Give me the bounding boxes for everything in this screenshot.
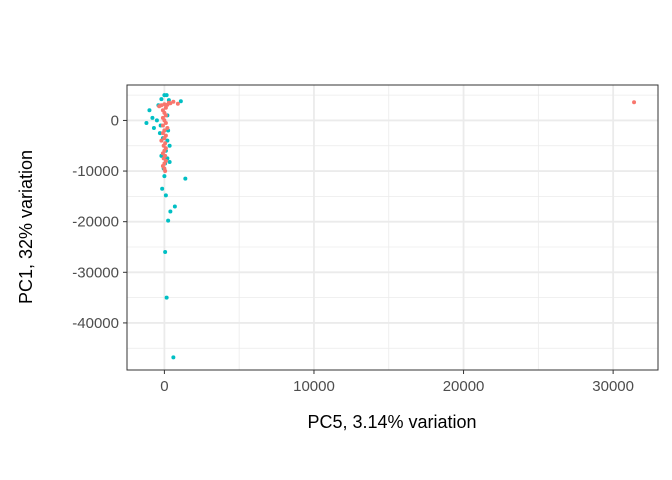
data-point-series-2 bbox=[160, 131, 165, 136]
data-point-series-2 bbox=[171, 99, 176, 104]
data-point-series-1 bbox=[162, 174, 167, 179]
tick-labels: 0 10000 20000 30000 0 -10000 -20000 -30000 -4000… bbox=[72, 112, 634, 395]
x-tick-label: 10000 bbox=[293, 378, 335, 395]
data-point-series-2 bbox=[160, 123, 165, 128]
data-point-series-1 bbox=[167, 159, 172, 164]
plot-panel-border bbox=[126, 84, 659, 371]
data-point-series-1 bbox=[157, 131, 162, 136]
data-point-series-1 bbox=[150, 115, 155, 120]
y-axis-title: PC1, 32% variation bbox=[16, 150, 36, 304]
data-point-series-1 bbox=[160, 186, 165, 191]
grid-lines bbox=[127, 85, 658, 370]
data-point-series-1 bbox=[159, 97, 164, 102]
data-point-series-2 bbox=[168, 101, 173, 106]
data-point-series-2 bbox=[163, 120, 168, 125]
data-point-series-2 bbox=[163, 113, 168, 118]
data-point-series-2 bbox=[163, 169, 168, 174]
y-tick-label: -30000 bbox=[72, 264, 119, 281]
data-point-series-2 bbox=[163, 105, 168, 110]
data-point-series-2 bbox=[175, 101, 180, 106]
data-point-series-1 bbox=[164, 295, 169, 300]
data-point-series-1 bbox=[166, 218, 171, 223]
data-point-series-1 bbox=[167, 143, 172, 148]
data-point-series-1 bbox=[172, 204, 177, 209]
y-tick-label: 0 bbox=[111, 112, 119, 129]
x-tick-label: 0 bbox=[160, 378, 168, 395]
data-point-series-1 bbox=[163, 250, 168, 255]
data-point-series-2 bbox=[159, 138, 164, 143]
data-point-series-1 bbox=[168, 209, 173, 214]
x-tick-label: 20000 bbox=[443, 378, 485, 395]
data-point-series-2 bbox=[157, 104, 162, 109]
y-tick-label: -40000 bbox=[72, 315, 119, 332]
data-point-series-2 bbox=[632, 100, 637, 105]
plot-panel-background bbox=[127, 85, 658, 370]
x-axis-title: PC5, 3.14% variation bbox=[307, 412, 476, 432]
data-point-series-1 bbox=[183, 176, 188, 181]
axis-ticks bbox=[123, 119, 614, 374]
data-point-series-1 bbox=[164, 93, 169, 98]
data-point-series-1 bbox=[171, 355, 176, 360]
y-tick-label: -20000 bbox=[72, 214, 119, 231]
data-points bbox=[144, 93, 637, 360]
data-point-series-1 bbox=[178, 99, 183, 104]
data-point-series-1 bbox=[154, 118, 159, 123]
data-point-series-1 bbox=[144, 120, 149, 125]
y-tick-label: -10000 bbox=[72, 163, 119, 180]
data-point-series-1 bbox=[163, 193, 168, 198]
x-tick-label: 30000 bbox=[592, 378, 634, 395]
data-point-series-1 bbox=[147, 108, 152, 113]
data-point-series-2 bbox=[165, 102, 170, 107]
data-point-series-2 bbox=[162, 136, 167, 141]
data-point-series-2 bbox=[165, 126, 170, 131]
data-point-series-1 bbox=[151, 126, 156, 131]
